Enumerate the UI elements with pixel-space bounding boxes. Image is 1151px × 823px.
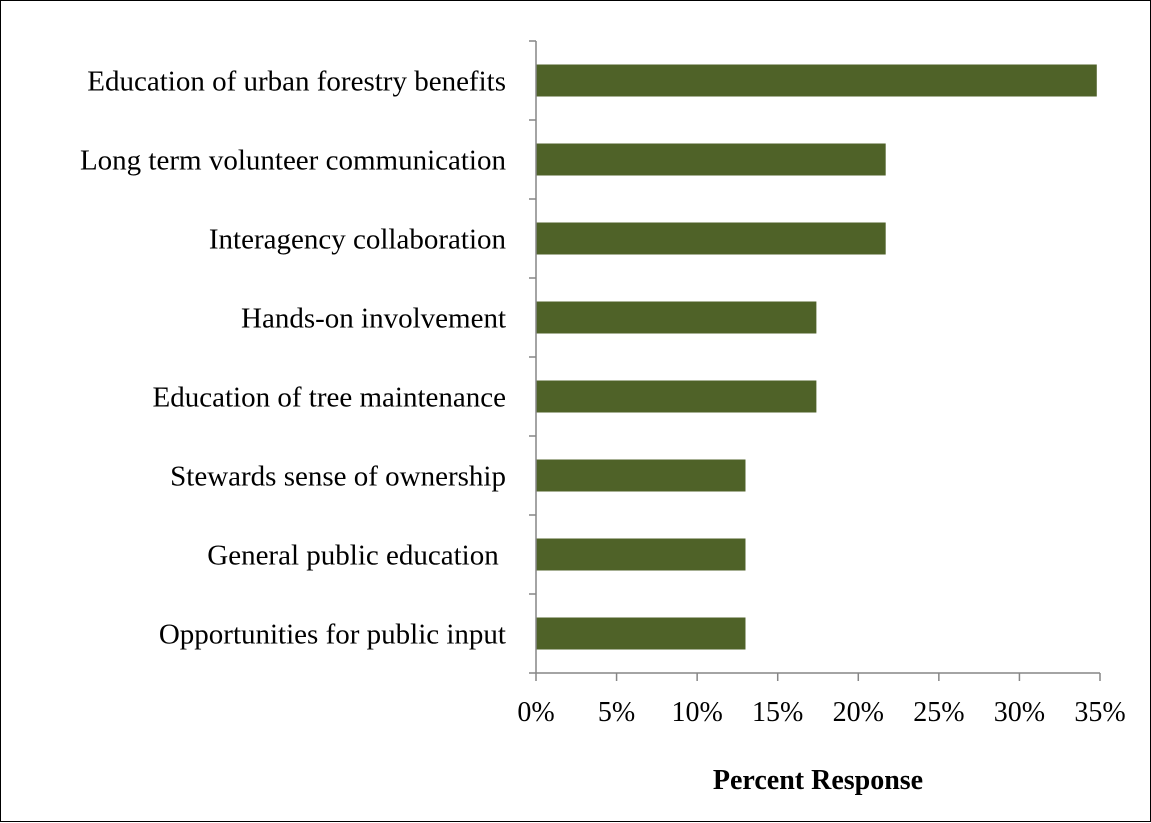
x-tick-label: 0% (517, 697, 554, 728)
x-axis-title: Percent Response (713, 765, 923, 796)
x-tick-label: 35% (1074, 697, 1125, 728)
category-labels: Education of urban forestry benefits Long… (80, 66, 507, 651)
category-label: Stewards sense of ownership (170, 461, 506, 493)
bar (536, 617, 746, 650)
bar (536, 222, 886, 255)
category-label: Education of tree maintenance (153, 382, 506, 414)
category-label: General public education (207, 540, 506, 572)
x-tick-label: 20% (833, 697, 884, 728)
bar (536, 301, 817, 334)
category-label: Hands-on involvement (241, 303, 506, 335)
category-label: Opportunities for public input (159, 619, 506, 651)
bars-group (536, 64, 1097, 650)
x-tick-labels: 0% 5% 10% 15% 20% 25% 30% 35% (517, 697, 1125, 728)
bar (536, 459, 746, 492)
bar (536, 380, 817, 413)
x-tick-label: 15% (752, 697, 803, 728)
category-label: Education of urban forestry benefits (87, 66, 506, 98)
category-label: Interagency collaboration (209, 224, 507, 256)
bar (536, 538, 746, 571)
x-tick-label: 25% (913, 697, 964, 728)
axes (529, 40, 1101, 681)
category-label: Long term volunteer communication (80, 145, 507, 177)
x-tick-label: 30% (994, 697, 1045, 728)
x-tick-label: 5% (598, 697, 635, 728)
x-tick-label: 10% (671, 697, 722, 728)
bar (536, 64, 1097, 97)
bar (536, 143, 886, 176)
